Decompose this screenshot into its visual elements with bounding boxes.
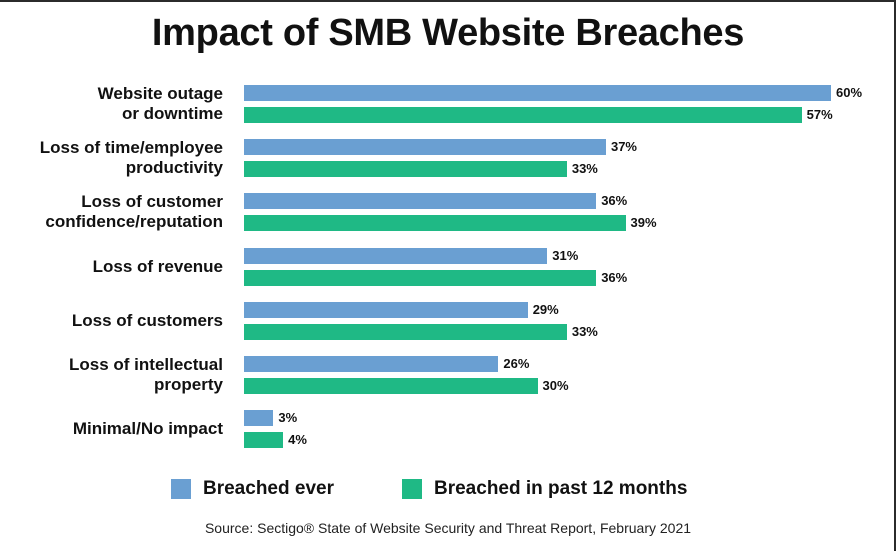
legend-swatch-breached-past-12-months [402, 479, 422, 499]
category-label-line: Loss of intellectual [69, 355, 223, 374]
category-label-line: Loss of revenue [92, 256, 223, 276]
chart-title: Impact of SMB Website Breaches [151, 12, 745, 54]
category-label: Website outage or downtime [0, 84, 223, 124]
bar-value-label: 3% [278, 410, 298, 426]
bar-value-label: 26% [503, 356, 530, 371]
legend-label-breached-past-12-months: Breached in past 12 months [434, 478, 688, 499]
category-label-line: Loss of customers [71, 310, 223, 330]
category-label-line: Website outage [97, 84, 223, 103]
bar [244, 410, 274, 427]
source-note: Source: Sectigo® State of Website Securi… [204, 520, 692, 536]
bar [244, 215, 626, 232]
category-label-line: property [154, 375, 223, 394]
bar [244, 107, 802, 123]
category-label-line: productivity [125, 158, 223, 178]
bar [244, 85, 831, 101]
bar-value-label: 33% [571, 323, 598, 339]
category-label: Loss of customers [0, 311, 223, 331]
bar-value-label: 30% [542, 378, 569, 393]
bar [244, 269, 597, 286]
bar [244, 356, 499, 372]
bar-value-label: 31% [552, 247, 579, 263]
legend-item-breached-past-12-months: Breached in past 12 months [402, 478, 687, 500]
bar-value-label: 39% [630, 215, 657, 231]
bar [244, 432, 284, 449]
legend-item-breached-ever: Breached ever [171, 478, 334, 500]
bar [244, 323, 567, 340]
legend-label-breached-ever: Breached ever [203, 478, 334, 499]
category-label: Minimal/No impact [0, 419, 223, 439]
bar [244, 139, 606, 156]
category-label-line: Loss of customer [81, 192, 223, 212]
bar [244, 193, 597, 210]
category-label: Loss of revenue [0, 257, 223, 277]
bar-value-label: 29% [532, 301, 559, 317]
legend-swatch-breached-ever [171, 479, 191, 499]
top-border [0, 0, 896, 2]
bar [244, 378, 538, 394]
bar-value-label: 60% [836, 85, 863, 100]
category-label-line: Loss of time/employee [39, 138, 223, 158]
bar-value-label: 4% [288, 432, 307, 448]
right-border [894, 0, 896, 551]
category-label-line: Minimal/No impact [72, 419, 223, 439]
category-label: Loss of intellectual property [0, 355, 223, 395]
bar [244, 247, 548, 264]
bar-value-label: 33% [571, 161, 598, 177]
category-label: Loss of time/employee productivity [0, 138, 223, 178]
bar-value-label: 57% [806, 107, 833, 122]
category-label-line: confidence/reputation [45, 212, 223, 232]
category-label-line: or downtime [121, 104, 223, 123]
bar-value-label: 37% [610, 139, 637, 155]
bar-value-label: 36% [601, 269, 628, 285]
bar-value-label: 36% [601, 193, 628, 209]
bar [244, 301, 528, 318]
bar [244, 161, 567, 178]
category-label: Loss of customer confidence/reputation [0, 192, 223, 232]
